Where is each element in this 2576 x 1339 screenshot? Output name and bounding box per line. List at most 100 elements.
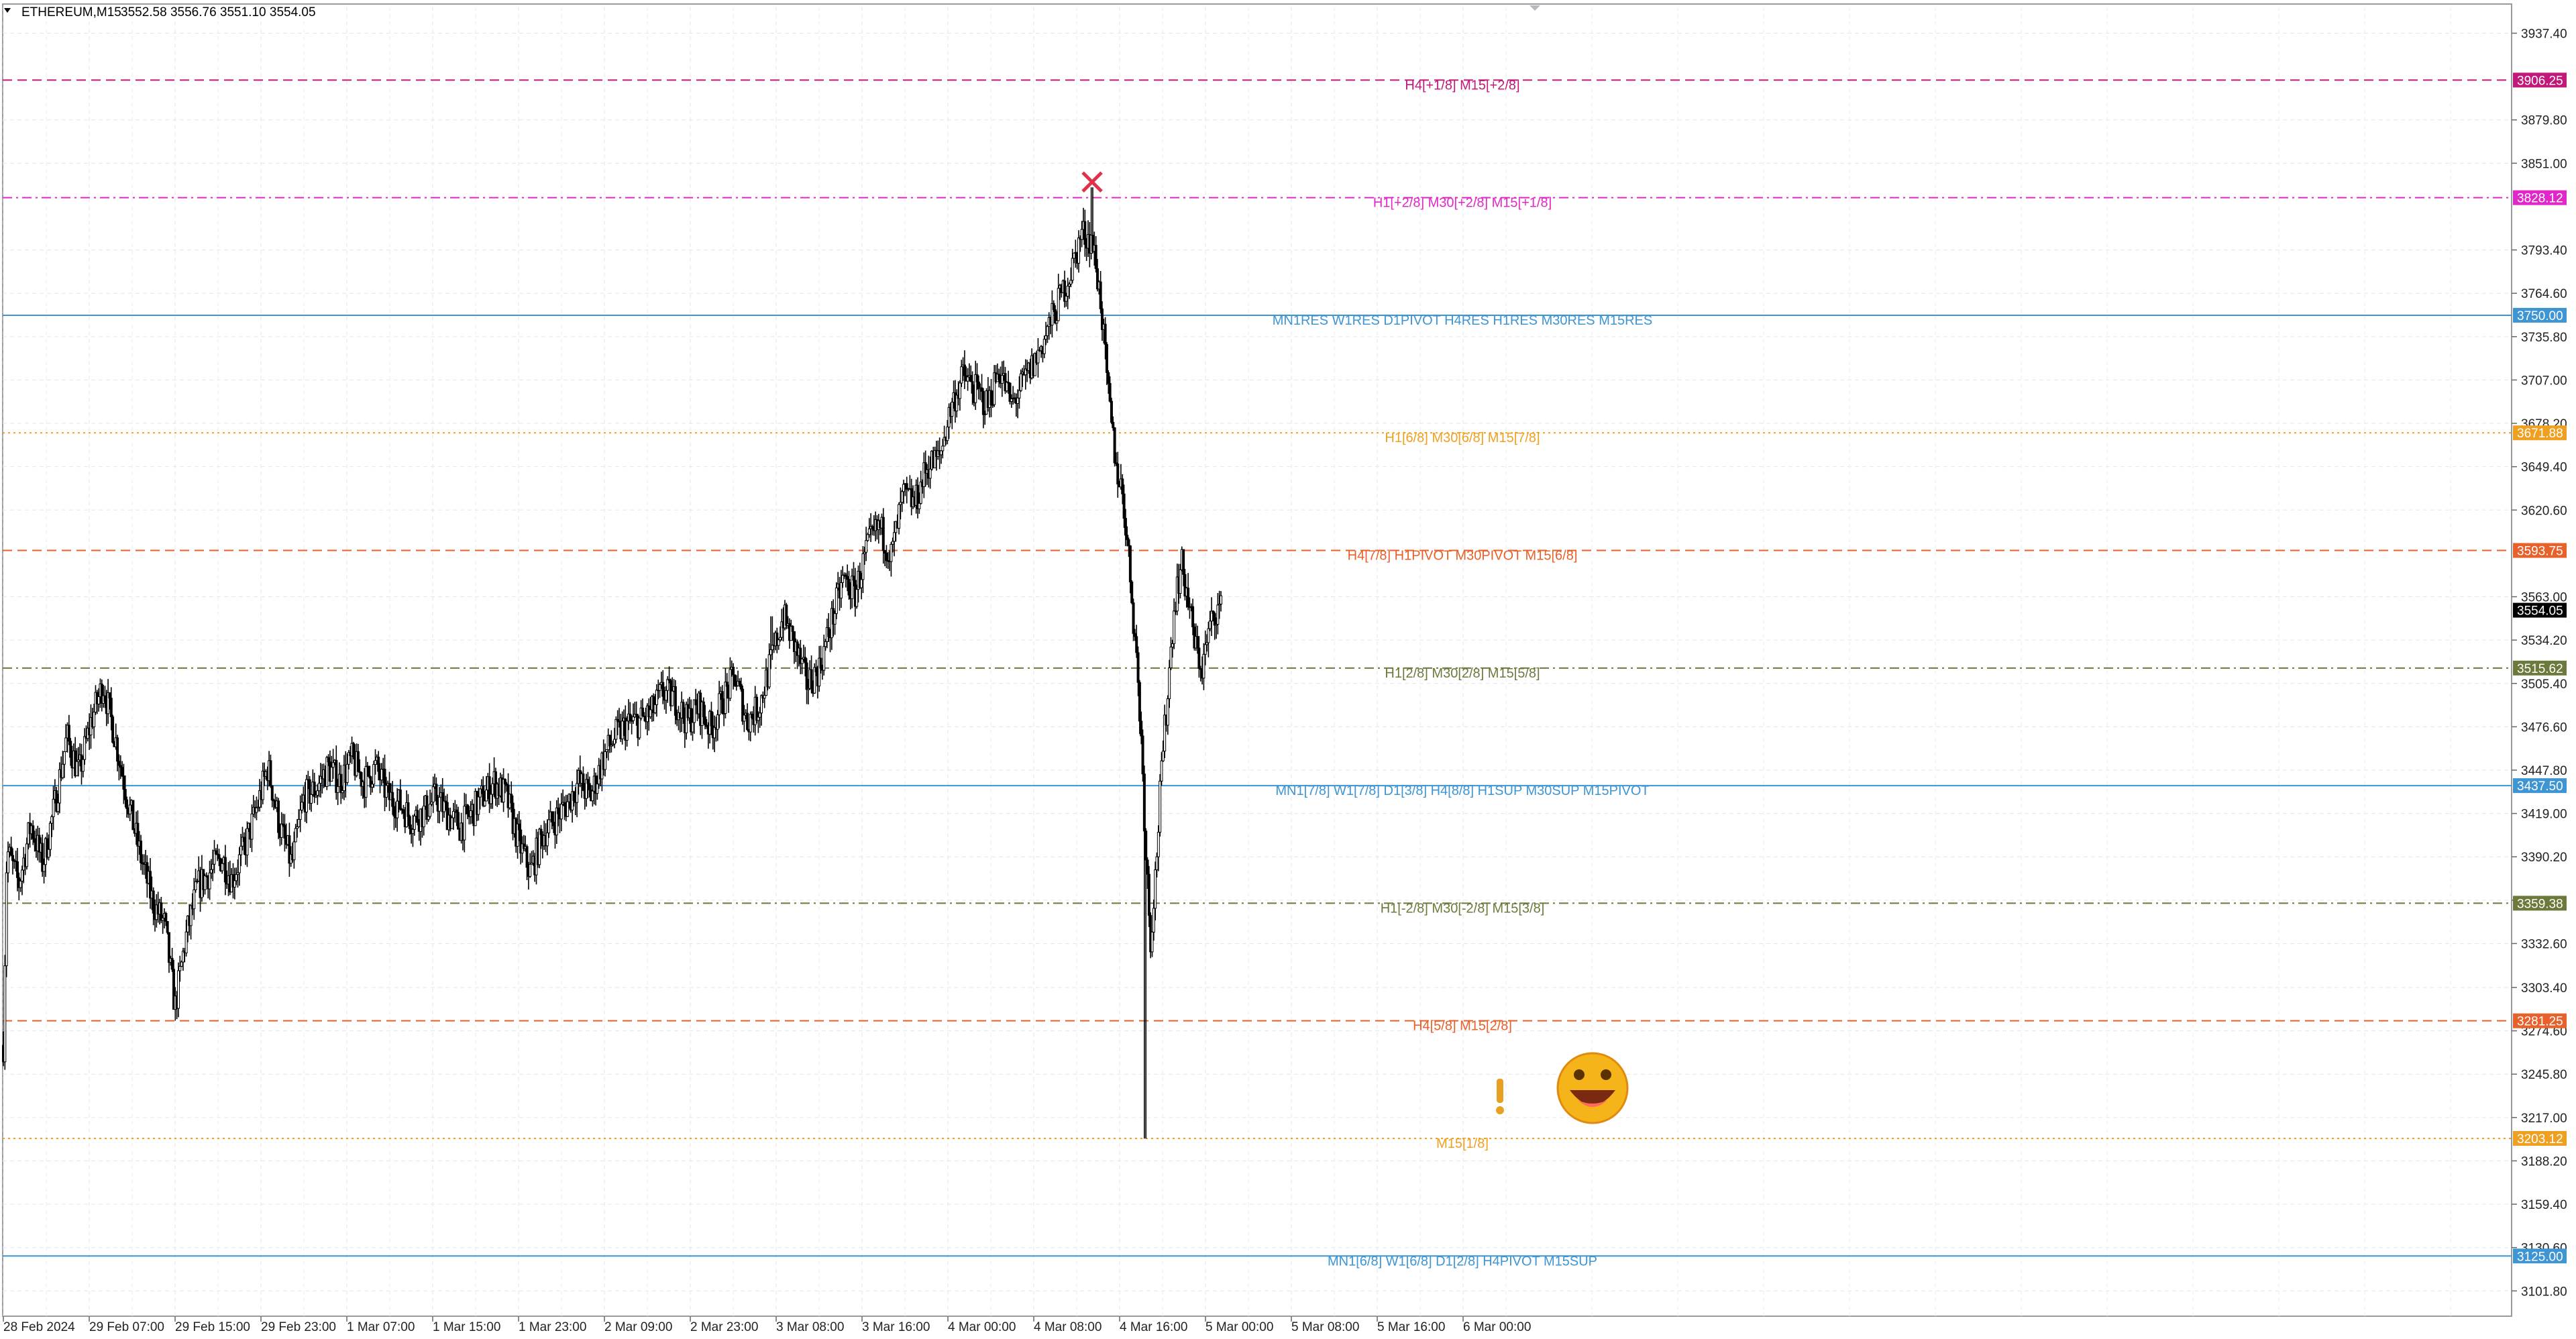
candle-body (242, 837, 246, 843)
scroll-marker-icon[interactable] (1529, 5, 1540, 11)
candle-body (128, 804, 131, 814)
candle-body (1191, 606, 1195, 627)
candle-body (790, 626, 793, 641)
time-tick-label: 29 Feb 07:00 (89, 1320, 164, 1334)
candle-body (563, 802, 566, 806)
candle-body (885, 553, 888, 561)
candle-body (76, 759, 80, 762)
candle-body (435, 784, 438, 802)
candle-body (608, 735, 612, 747)
candle-body (846, 576, 849, 580)
candle-body (396, 800, 399, 818)
candle-body (804, 657, 807, 663)
price-tick-label: 3419.00 (2521, 808, 2567, 822)
price-tick-label: 3245.80 (2521, 1068, 2567, 1082)
candle-body (732, 666, 735, 676)
candle-body (25, 843, 28, 867)
price-tick-label: 3879.80 (2521, 114, 2567, 128)
candle-body (661, 682, 665, 697)
candle-body (881, 517, 885, 551)
price-tick-label: 3390.20 (2521, 851, 2567, 865)
candle-body (250, 813, 254, 840)
candle-body (425, 795, 429, 820)
level-label: H4[5/8] M15[2/8] (1413, 1019, 1512, 1034)
candle-body (685, 704, 688, 733)
candle-body (161, 918, 164, 921)
candle-body (297, 818, 301, 827)
candle-body (1220, 595, 1223, 604)
candle-body (806, 688, 810, 690)
level-price-tag-label: 3359.38 (2517, 897, 2563, 911)
time-tick-label: 1 Mar 07:00 (347, 1320, 415, 1334)
candle-body (576, 783, 579, 803)
candle-body (170, 958, 174, 970)
candle-body (1135, 636, 1138, 653)
candle-body (209, 869, 213, 873)
candle-body (755, 696, 759, 721)
candle-body (103, 695, 107, 702)
candle-body (1169, 647, 1173, 669)
candle-body (305, 779, 309, 812)
candle-body (658, 684, 661, 691)
candle-body (966, 376, 969, 382)
candle-body (184, 931, 188, 954)
candle-body (41, 843, 44, 872)
candle-body (813, 667, 816, 694)
candle-body (269, 760, 272, 787)
level-price-tag-label: 3671.88 (2517, 427, 2563, 441)
candle-body (977, 381, 980, 390)
candle-body (1018, 390, 1021, 398)
level-price-tag (2513, 425, 2567, 441)
candle-body (108, 692, 111, 699)
candle-body (478, 788, 482, 798)
candle-body (383, 768, 386, 798)
candle-body (704, 716, 707, 726)
level-price-tag (2513, 190, 2567, 205)
candle-body (75, 761, 78, 776)
candle-body (739, 684, 743, 690)
candle-body (710, 710, 713, 727)
time-tick-label: 2 Mar 09:00 (604, 1320, 672, 1334)
candle-body (384, 785, 388, 798)
candle-body (181, 951, 184, 963)
candle-body (189, 905, 193, 926)
triangle-down-icon[interactable] (4, 8, 11, 13)
symbol-label: ETHEREUM,M15 (21, 5, 121, 19)
candle-body (861, 553, 865, 580)
candle-body (368, 765, 371, 778)
candle-body (1024, 368, 1027, 376)
candle-body (392, 806, 396, 817)
price-tick-label: 3764.60 (2521, 287, 2567, 301)
candle-body (638, 717, 641, 739)
candle-body (919, 481, 922, 504)
price-tick-label: 3505.40 (2521, 678, 2567, 692)
candle-body (314, 795, 317, 798)
candle-body (943, 437, 946, 447)
candle-body (211, 863, 215, 870)
x-cross-icon (1081, 171, 1103, 193)
candle-body (288, 835, 291, 864)
candle-body (980, 387, 983, 392)
candle-body (918, 502, 921, 510)
candle-body (55, 790, 58, 812)
candle-body (613, 739, 616, 745)
candle-body (235, 874, 238, 881)
candle-body (125, 799, 129, 809)
candle-body (851, 576, 854, 600)
candle-body (729, 669, 732, 699)
candle-body (922, 462, 926, 488)
candle-body (52, 798, 55, 817)
candle-body (296, 826, 299, 829)
candle-body (777, 639, 780, 646)
candle-body (180, 961, 183, 967)
candle-body (1107, 372, 1110, 384)
candle-body (282, 823, 285, 826)
level-price-tag (2513, 1130, 2567, 1146)
candle-body (746, 712, 749, 731)
candle-body (960, 366, 963, 384)
candle-body (327, 757, 330, 763)
candle-body (694, 699, 698, 706)
candle-body (5, 872, 8, 967)
time-tick-label: 3 Mar 16:00 (862, 1320, 930, 1334)
